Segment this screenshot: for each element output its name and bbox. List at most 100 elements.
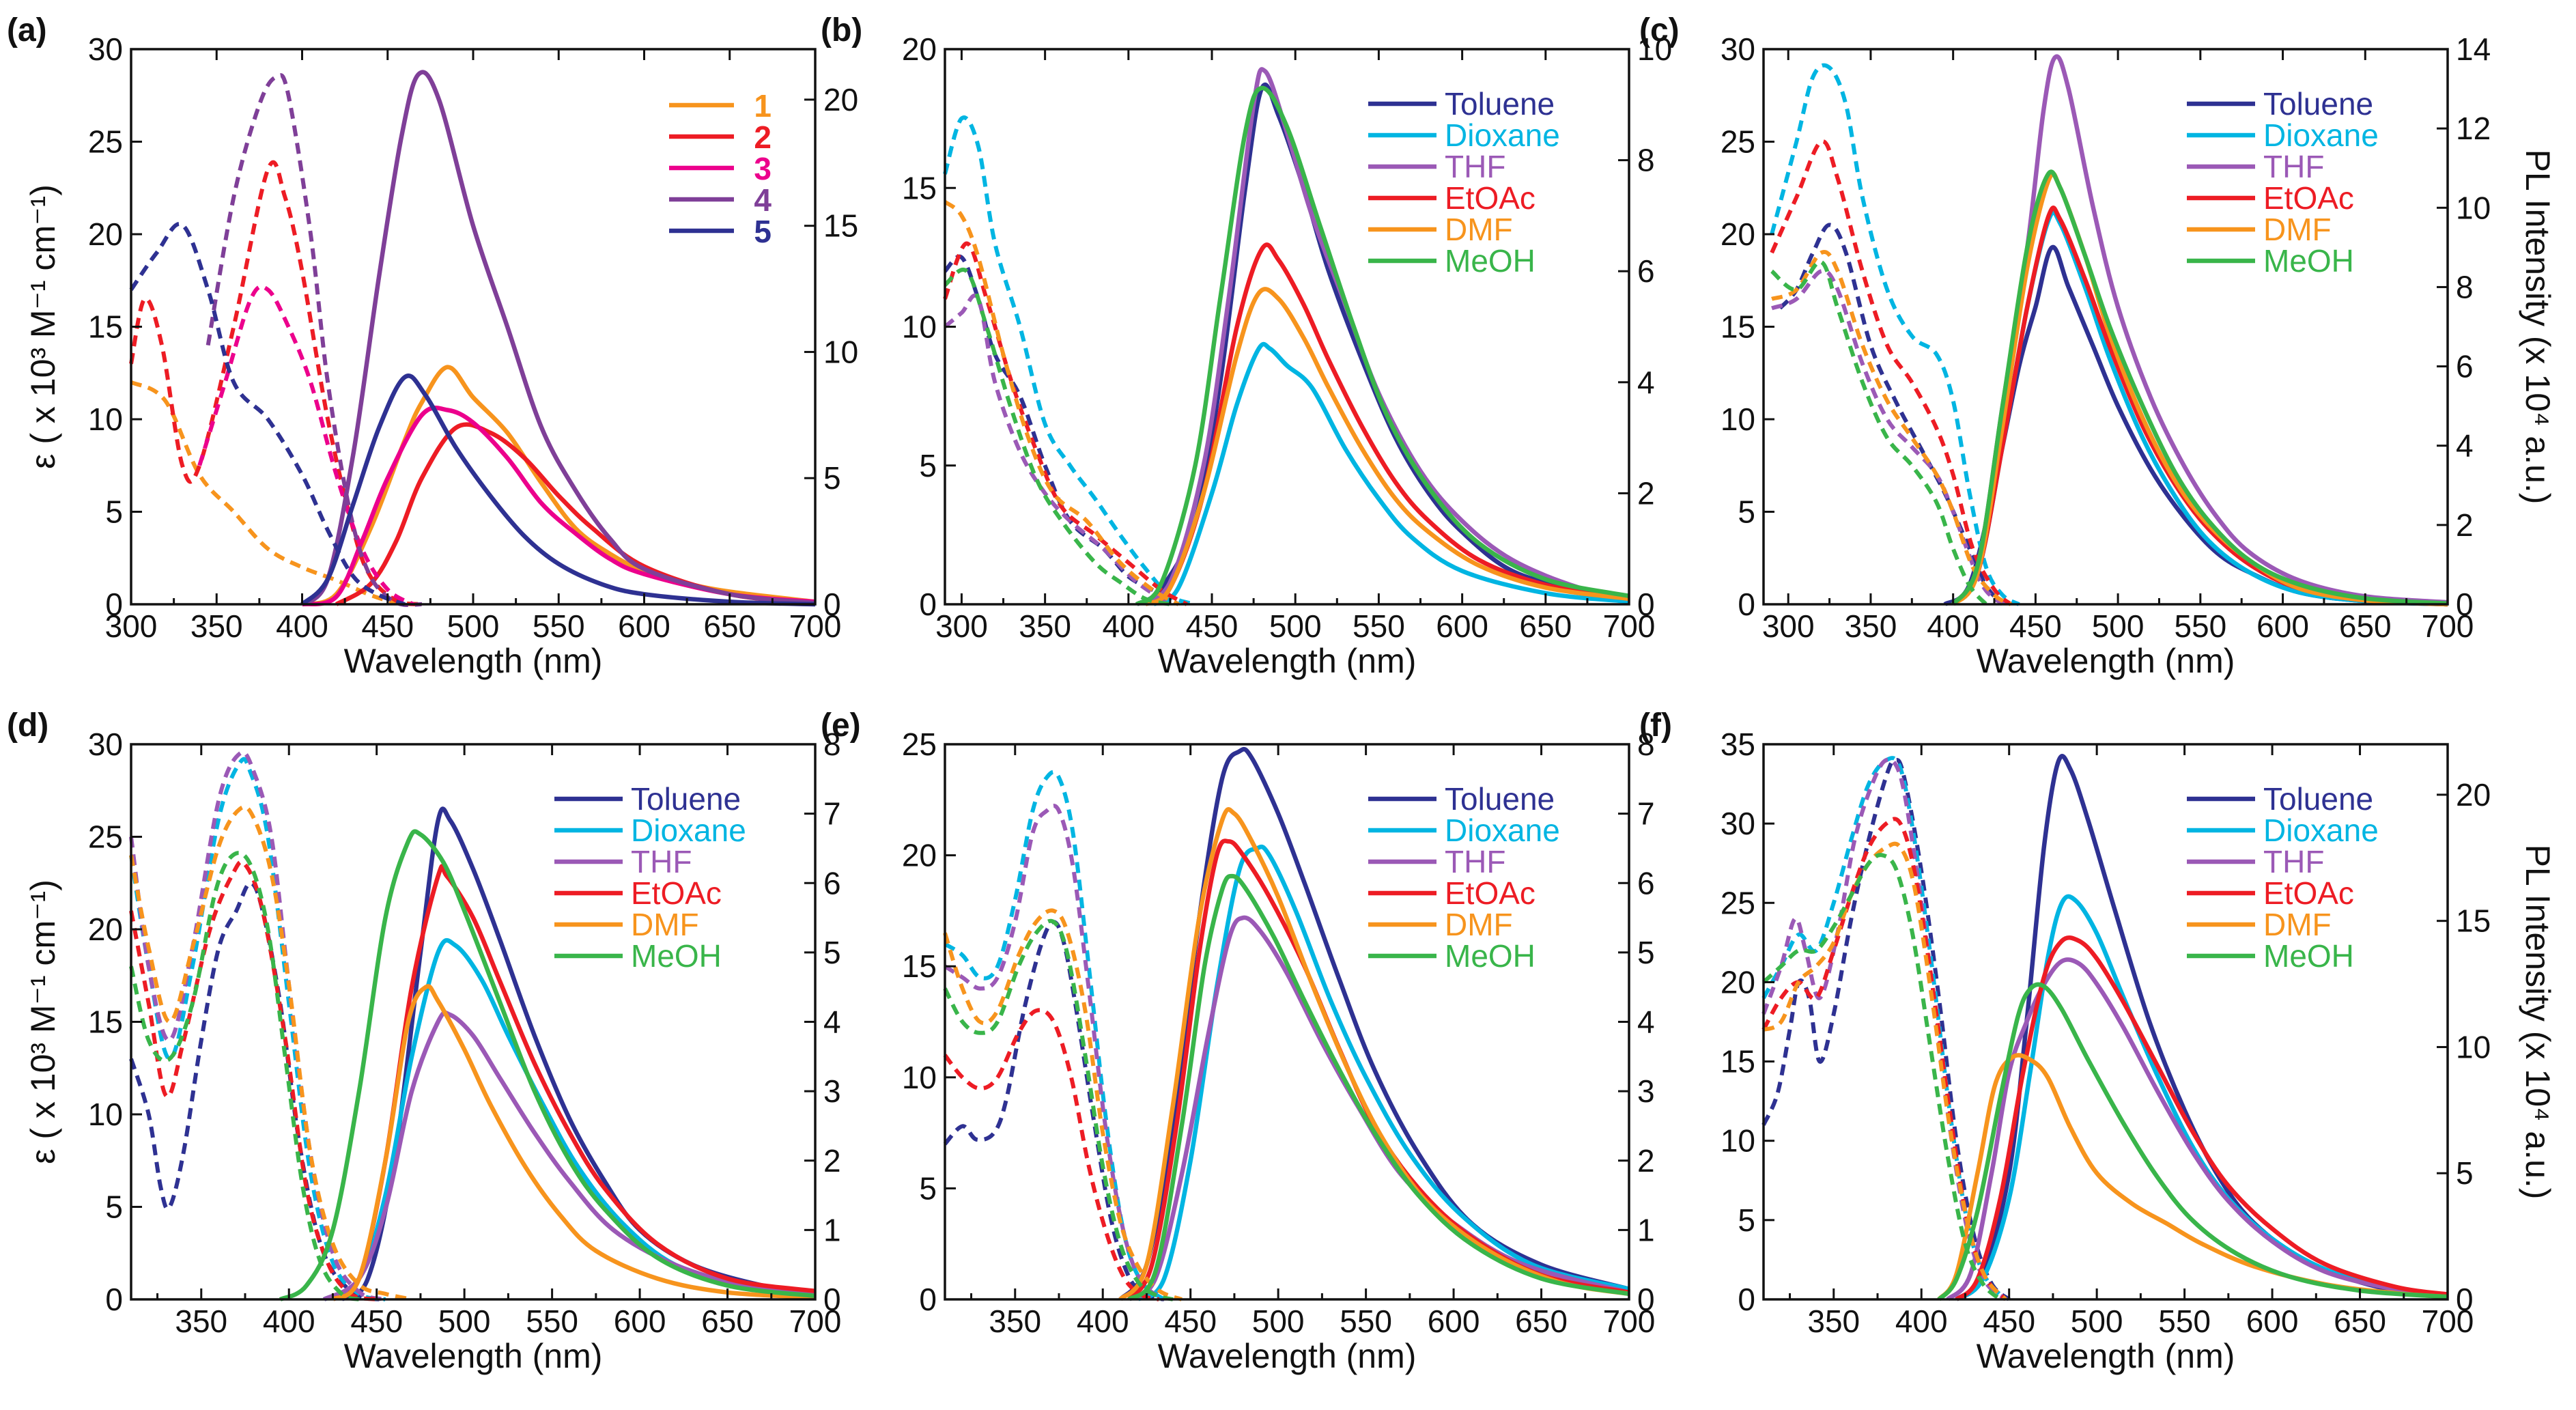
legend-label-EtOAc: EtOAc [1445,180,1535,216]
absorption-line-MeOH [943,268,1171,606]
right-y-tick-label: 2 [1637,475,1655,511]
legend-label-4: 4 [754,182,772,218]
right-y-tick-label: 20 [823,82,858,117]
legend-label-2: 2 [754,119,772,155]
left-y-tick-label: 30 [88,727,123,762]
left-y-tick-label: 15 [88,309,123,345]
emission-line-Toluene [1135,82,1630,606]
legend-label-Toluene: Toluene [1445,86,1555,122]
emission-line-2 [335,422,816,606]
left-y-tick-label: 25 [1721,124,1755,160]
left-y-tick-label: 20 [902,838,937,873]
absorption-line-DMF [943,908,1183,1301]
right-y-tick-label: 10 [823,334,858,369]
left-y-tick-label: 10 [1721,401,1755,437]
x-tick-label: 500 [438,1303,491,1339]
right-y-tick-label: 6 [1637,253,1655,289]
emission-line-THF [322,1010,816,1301]
legend-label-MeOH: MeOH [1445,938,1535,974]
x-tick-label: 500 [1252,1303,1305,1339]
left-y-tick-label: 0 [919,587,937,622]
right-y-tick-label: 5 [823,460,841,496]
absorption-line-3 [197,284,414,606]
left-y-tick-label: 15 [88,1004,123,1040]
legend-label-MeOH: MeOH [2263,243,2354,279]
legend-label-DMF: DMF [631,907,699,942]
absorption-line-DMF [1771,250,2012,606]
left-y-tick-label: 10 [88,1097,123,1132]
legend-label-MeOH: MeOH [631,938,722,974]
left-y-tick-label: 20 [1721,964,1755,1000]
x-axis-label: Wavelength (nm) [1158,642,1417,680]
panel-b: 300 350 400 450 500 550 600 650 7000510152002468… [821,12,1672,680]
emission-line-DMF [331,984,816,1301]
emission-line-EtOAc [1955,935,2448,1301]
emission-line-3 [301,405,816,607]
right-y-tick-label: 8 [2456,269,2474,305]
x-tick-label: 700 [1603,608,1656,644]
right-y-tick-label: 1 [823,1212,841,1247]
x-tick-label: 400 [263,1303,315,1339]
legend-label-DMF: DMF [1445,907,1513,942]
legend-label-THF: THF [1445,844,1505,879]
legend-label-EtOAc: EtOAc [2263,180,2354,216]
absorption-line-5 [129,222,406,606]
emission-line-5 [300,373,816,607]
absorption-line-MeOH [1762,853,2002,1301]
x-tick-label: 500 [2092,608,2145,644]
right-y-tick-label: 20 [2456,777,2491,813]
absorption-line-THF [1771,268,2012,606]
absorption-line-MeOH [943,918,1174,1301]
absorption-line-Dioxane [944,770,1166,1301]
x-tick-label: 600 [1428,1303,1480,1339]
right-y-tick-label: 8 [823,727,841,762]
x-tick-label: 300 [105,608,158,644]
x-tick-label: 600 [614,1303,666,1339]
right-y-tick-label: 2 [823,1143,841,1179]
absorption-line-2 [129,160,423,606]
absorption-line-Toluene [1761,758,2011,1301]
right-y-tick-label: 2 [2456,507,2474,543]
left-y-tick-label: 10 [902,1060,937,1095]
x-tick-label: 350 [190,608,243,644]
absorption-line-Toluene [129,881,386,1301]
absorption-line-DMF [1762,841,2007,1301]
left-y-tick-label: 5 [1738,494,1755,530]
legend-label-Toluene: Toluene [1445,781,1555,817]
left-y-tick-label: 0 [919,1282,937,1317]
right-y-tick-label: 6 [823,865,841,901]
left-y-tick-label: 15 [902,948,937,984]
legend-label-THF: THF [2263,844,2324,879]
x-tick-label: 300 [935,608,988,644]
emission-line-MeOH [1951,169,2448,606]
left-y-tick-label: 15 [1721,309,1755,345]
emission-line-THF [1135,67,1630,606]
legend-label-3: 3 [754,151,772,186]
absorption-line-1 [130,380,423,606]
x-axis-label: Wavelength (nm) [1977,1337,2235,1375]
x-tick-label: 450 [1186,608,1239,644]
left-y-tick-label: 5 [919,1170,937,1206]
left-y-tick-label: 10 [88,401,123,437]
panel-f: 350 400 450 500 550 600 650 7000510152025303505… [1639,707,2557,1375]
left-y-tick-label: 25 [1721,885,1755,920]
absorption-line-Dioxane [943,115,1196,606]
legend-label-MeOH: MeOH [2263,938,2354,974]
panel-label: (e) [821,707,861,744]
legend-label-EtOAc: EtOAc [631,875,722,911]
emission-line-4 [300,70,816,606]
emission-line-MeOH [279,829,816,1302]
emission-line-MeOH [1127,873,1630,1301]
right-y-tick-label: 1 [1637,1212,1655,1247]
legend-label-5: 5 [754,214,772,249]
x-tick-label: 450 [1983,1303,2035,1339]
x-tick-label: 300 [1762,608,1815,644]
left-y-tick-label: 30 [88,31,123,67]
left-y-tick-label: 20 [902,31,937,67]
x-tick-label: 700 [2422,1303,2474,1339]
right-y-tick-label: 3 [823,1073,841,1109]
x-tick-label: 650 [2334,1303,2386,1339]
